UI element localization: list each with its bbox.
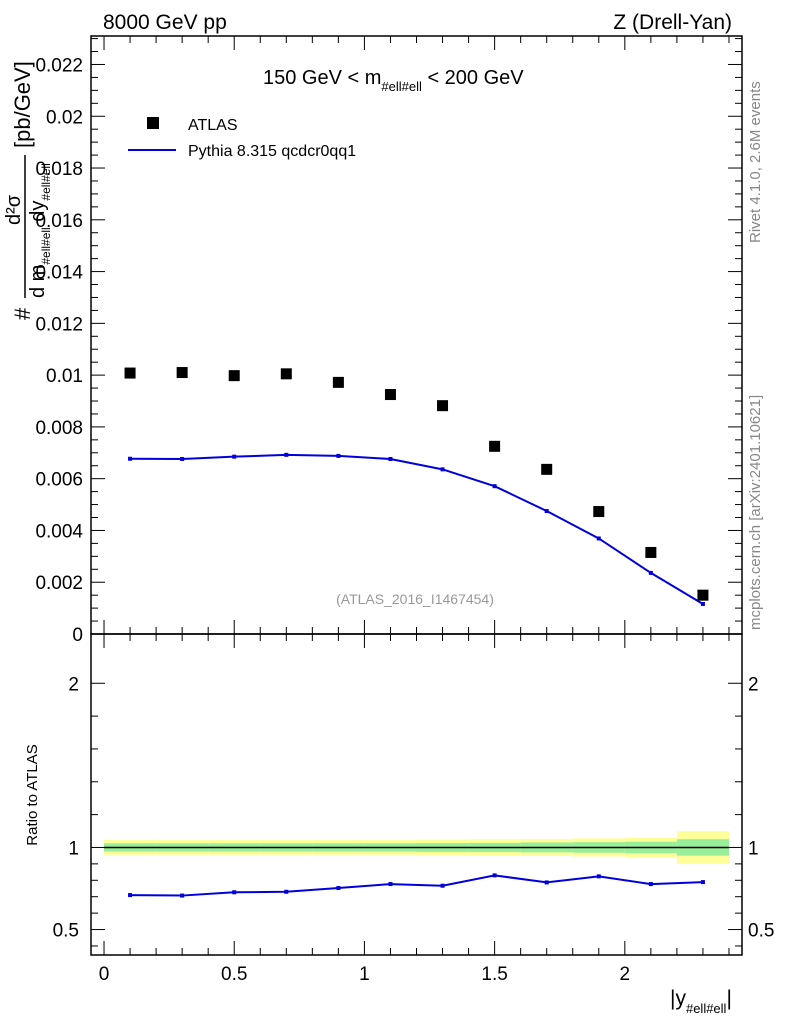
ratio-point <box>388 882 393 887</box>
main-ytick-label: 0.002 <box>35 573 83 594</box>
main-ytick-label: 0.02 <box>46 107 83 128</box>
ratio-point <box>180 893 185 898</box>
ratio-curve <box>130 874 703 897</box>
pythia-curve <box>130 453 704 605</box>
rivet-label: Rivet 4.1.0, 2.6M events <box>747 81 764 243</box>
main-ytick-label: 0.022 <box>35 55 83 76</box>
atlas-point <box>228 370 240 382</box>
ratio-ytick-label-right: 1 <box>748 838 759 859</box>
ratio-xtick-label: 0 <box>99 964 110 985</box>
pythia-point <box>388 457 393 462</box>
ratio-point <box>128 893 133 898</box>
atlas-point <box>489 440 501 452</box>
pythia-point <box>700 601 705 606</box>
legend: ATLAS Pythia 8.315 qcdcr0qq1 <box>128 117 356 160</box>
atlas-point <box>124 367 136 379</box>
pythia-point <box>596 536 601 541</box>
ratio-plot-area <box>104 831 729 898</box>
pythia-point <box>180 457 185 462</box>
ratio-point <box>492 873 497 878</box>
legend-pythia-label: Pythia 8.315 qcdcr0qq1 <box>188 143 356 160</box>
main-y-label: # d²σ d m#ell#ell dy#ell#ell [pb/GeV] <box>3 61 53 320</box>
main-ytick-label: 0.008 <box>35 418 83 439</box>
pythia-point <box>336 453 341 458</box>
pythia-point <box>648 570 653 575</box>
ratio-y-label: Ratio to ATLAS <box>24 744 41 845</box>
atlas-point <box>176 367 188 379</box>
pythia-point <box>440 467 445 472</box>
ratio-point <box>284 889 289 894</box>
pythia-point <box>492 484 497 489</box>
ratio-xtick-label: 0.5 <box>221 964 247 985</box>
x-axis-label: |y#ell#ell| <box>670 987 732 1016</box>
y-label-numerator: d²σ <box>3 194 25 225</box>
main-ytick-label: 0.004 <box>35 521 83 542</box>
atlas-point <box>645 546 657 558</box>
ratio-ytick-label: 0.5 <box>53 921 79 942</box>
panel-title: 150 GeV < m#ell#ell < 200 GeV <box>263 67 524 94</box>
main-ytick-label: 0.006 <box>35 470 83 491</box>
atlas-point <box>697 589 709 601</box>
mcplots-label: mcplots.cern.ch [arXiv:2401.10621] <box>747 395 764 630</box>
ratio-xtick-label: 2 <box>620 964 631 985</box>
atlas-point <box>332 376 344 388</box>
legend-atlas-marker <box>147 117 159 129</box>
ratio-frame <box>90 633 743 956</box>
ratio-point <box>440 883 445 888</box>
main-ytick-label: 0.018 <box>35 159 83 180</box>
y-label-denominator: d m#ell#ell dy#ell#ell <box>27 163 53 298</box>
ratio-ticks: 0 0.5 1 1.5 2 0.5 0.5 1 1 2 2 <box>53 634 774 985</box>
ratio-ytick-label-right: 2 <box>748 674 759 695</box>
main-ytick-label: 0 <box>72 625 83 646</box>
y-label-hash: # <box>10 307 35 320</box>
main-ytick-label: 0.01 <box>46 366 83 387</box>
atlas-point <box>384 389 396 401</box>
ratio-point <box>700 880 705 885</box>
ratio-ytick-label: 2 <box>68 674 79 695</box>
atlas-point <box>280 368 292 380</box>
pythia-point <box>232 454 237 459</box>
pythia-point <box>128 456 133 461</box>
main-ytick-label: 0.016 <box>35 211 83 232</box>
analysis-watermark: (ATLAS_2016_I1467454) <box>336 591 494 607</box>
y-label-unit: [pb/GeV] <box>10 61 35 148</box>
ratio-point <box>336 886 341 891</box>
ratio-point <box>232 890 237 895</box>
atlas-point <box>437 400 449 412</box>
ratio-point <box>544 880 549 885</box>
pythia-point <box>284 452 289 457</box>
main-plot-area <box>124 367 709 606</box>
header-left: 8000 GeV pp <box>103 11 227 34</box>
main-ticks: 0 0.002 0.004 0.006 0.008 0.01 0.012 0.014 0.016… <box>35 36 742 646</box>
pythia-point <box>544 509 549 514</box>
header-right: Z (Drell-Yan) <box>613 11 732 34</box>
ratio-xtick-label: 1 <box>359 964 370 985</box>
legend-atlas-label: ATLAS <box>188 117 238 134</box>
main-ytick-label: 0.012 <box>35 314 83 335</box>
main-ytick-label: 0.014 <box>35 263 83 284</box>
atlas-point <box>593 506 605 518</box>
ratio-point <box>596 874 601 879</box>
ratio-ytick-label-right: 0.5 <box>748 921 774 942</box>
ratio-xtick-label: 1.5 <box>481 964 507 985</box>
ratio-point <box>648 882 653 887</box>
atlas-point <box>541 463 553 475</box>
ratio-ytick-label: 1 <box>68 838 79 859</box>
